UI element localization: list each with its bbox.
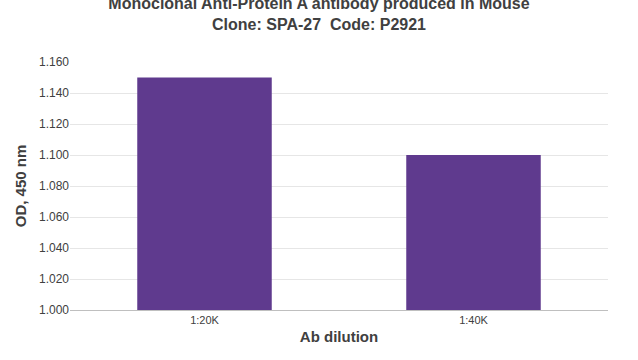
svg-text:Monoclonal Anti-Protein A anti: Monoclonal Anti-Protein A antibody produ… bbox=[108, 0, 529, 33]
svg-text:1.120: 1.120 bbox=[39, 117, 69, 131]
svg-text:1.100: 1.100 bbox=[39, 148, 69, 162]
svg-text:OD, 450 nm: OD, 450 nm bbox=[12, 145, 29, 228]
svg-text:1.140: 1.140 bbox=[39, 86, 69, 100]
svg-text:1.160: 1.160 bbox=[39, 55, 69, 69]
svg-text:1.000: 1.000 bbox=[39, 303, 69, 317]
svg-text:1:40K: 1:40K bbox=[459, 314, 488, 326]
svg-text:1.080: 1.080 bbox=[39, 179, 69, 193]
svg-text:Ab dilution: Ab dilution bbox=[300, 328, 378, 345]
svg-text:1:20K: 1:20K bbox=[190, 314, 219, 326]
svg-text:1.060: 1.060 bbox=[39, 210, 69, 224]
svg-text:1.040: 1.040 bbox=[39, 241, 69, 255]
svg-text:1.020: 1.020 bbox=[39, 272, 69, 286]
